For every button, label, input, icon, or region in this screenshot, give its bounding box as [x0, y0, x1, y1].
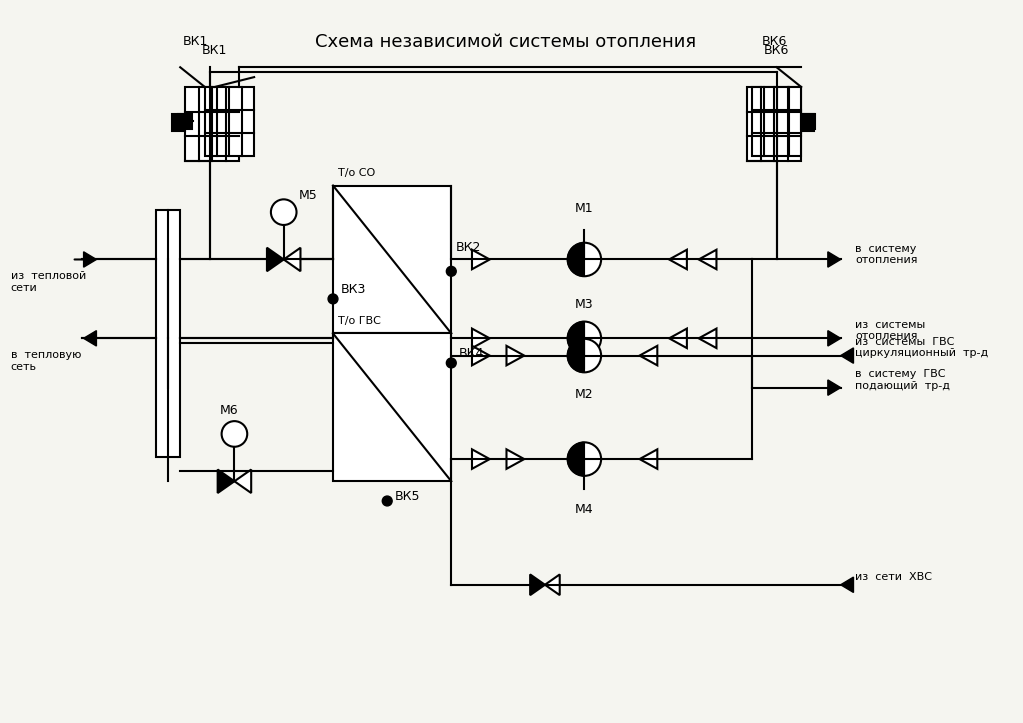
- Polygon shape: [84, 330, 96, 346]
- Wedge shape: [568, 339, 584, 372]
- Text: ВК6: ВК6: [762, 35, 788, 48]
- Bar: [333, 186, 451, 333]
- Circle shape: [568, 243, 602, 276]
- Polygon shape: [841, 577, 853, 592]
- Polygon shape: [545, 574, 560, 595]
- Bar: [752, 87, 801, 156]
- Polygon shape: [699, 249, 716, 269]
- Bar: [801, 114, 814, 132]
- Circle shape: [222, 421, 248, 447]
- Circle shape: [446, 358, 456, 368]
- Text: ВК3: ВК3: [341, 283, 366, 296]
- Text: в  тепловую
сеть: в тепловую сеть: [10, 350, 81, 372]
- Text: в  систему  ГВС
подающий  тр-д: в систему ГВС подающий тр-д: [855, 369, 950, 390]
- Circle shape: [446, 266, 456, 276]
- Circle shape: [328, 294, 338, 304]
- Bar: [155, 210, 180, 457]
- Text: ВК1: ВК1: [202, 44, 227, 57]
- Text: ВК1: ВК1: [182, 35, 208, 48]
- Polygon shape: [472, 346, 490, 365]
- Polygon shape: [283, 248, 301, 271]
- Wedge shape: [568, 243, 584, 276]
- Circle shape: [271, 200, 297, 225]
- Text: М5: М5: [299, 189, 317, 202]
- Circle shape: [568, 339, 602, 372]
- Text: из  тепловой
сети: из тепловой сети: [10, 271, 86, 293]
- Circle shape: [383, 496, 392, 506]
- Wedge shape: [568, 322, 584, 355]
- Polygon shape: [506, 449, 524, 469]
- Text: ВК4: ВК4: [459, 346, 485, 359]
- Polygon shape: [841, 348, 853, 363]
- Bar: [801, 114, 815, 129]
- Text: М6: М6: [220, 404, 238, 417]
- Text: ВК6: ВК6: [764, 44, 790, 57]
- Polygon shape: [472, 249, 490, 269]
- Text: в  систему
отопления: в систему отопления: [855, 244, 918, 265]
- Text: ВК5: ВК5: [395, 489, 420, 502]
- Text: М1: М1: [575, 202, 593, 215]
- Polygon shape: [506, 346, 524, 365]
- Polygon shape: [828, 380, 841, 395]
- Bar: [333, 333, 451, 482]
- Bar: [205, 87, 254, 156]
- Polygon shape: [472, 328, 490, 348]
- Polygon shape: [84, 252, 96, 268]
- Polygon shape: [639, 449, 658, 469]
- Bar: [747, 87, 801, 161]
- Text: из  системы
отопления: из системы отопления: [855, 320, 926, 341]
- Polygon shape: [530, 574, 545, 595]
- Polygon shape: [267, 248, 283, 271]
- Bar: [185, 87, 239, 161]
- Text: М3: М3: [575, 298, 593, 311]
- Polygon shape: [669, 328, 686, 348]
- Text: М4: М4: [575, 503, 593, 516]
- Text: Т/о СО: Т/о СО: [338, 168, 375, 178]
- Polygon shape: [699, 328, 716, 348]
- Bar: [172, 114, 185, 132]
- Text: из  сети  ХВС: из сети ХВС: [855, 572, 932, 582]
- Circle shape: [568, 442, 602, 476]
- Bar: [178, 114, 192, 129]
- Polygon shape: [639, 346, 658, 365]
- Text: из  системы  ГВС
циркуляционный  тр-д: из системы ГВС циркуляционный тр-д: [855, 337, 988, 359]
- Polygon shape: [669, 249, 686, 269]
- Text: ВК2: ВК2: [456, 241, 482, 254]
- Wedge shape: [568, 442, 584, 476]
- Text: Т/о ГВС: Т/о ГВС: [338, 315, 381, 325]
- Polygon shape: [828, 252, 841, 268]
- Polygon shape: [828, 330, 841, 346]
- Polygon shape: [218, 469, 234, 493]
- Circle shape: [568, 322, 602, 355]
- Text: М2: М2: [575, 388, 593, 401]
- Polygon shape: [472, 449, 490, 469]
- Polygon shape: [234, 469, 252, 493]
- Text: Схема независимой системы отопления: Схема независимой системы отопления: [315, 33, 696, 51]
